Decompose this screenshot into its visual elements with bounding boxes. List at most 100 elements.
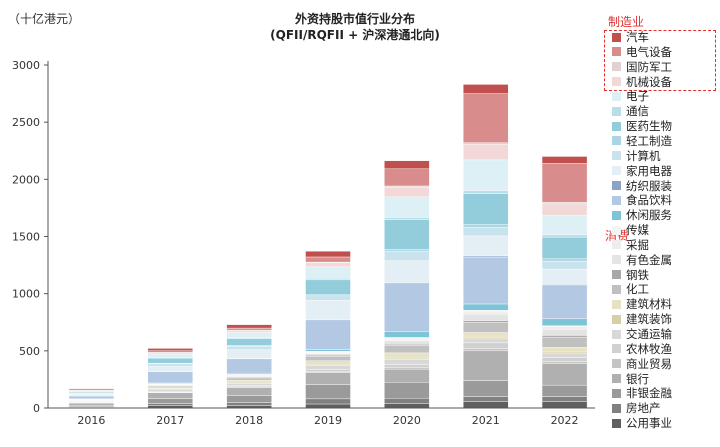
bar-segment-食品饮料	[147, 371, 193, 384]
bar-segment-轻工制造	[384, 249, 430, 252]
bar-segment-通信	[305, 277, 351, 281]
legend-label: 钢铁	[626, 267, 649, 282]
bar-segment-公用事业	[305, 403, 351, 409]
legend-swatch	[612, 62, 621, 72]
legend-swatch	[612, 47, 621, 57]
legend-item: 公用事业	[612, 416, 672, 430]
bar-segment-非银金融	[226, 395, 272, 403]
bar-segment-房地产	[305, 398, 351, 405]
bar-segment-计算机	[463, 227, 509, 237]
bar-segment-非银金融	[147, 398, 193, 404]
legend-swatch	[612, 166, 621, 176]
legend-label: 银行	[626, 371, 649, 386]
bar-segment-建筑材料	[541, 347, 588, 353]
bar-segment-非银金融	[305, 384, 351, 400]
bar-segment-交通运输	[541, 353, 588, 358]
bar-segment-休闲服务	[541, 318, 588, 326]
legend-swatch	[612, 299, 621, 309]
legend-item: 纺织服装	[612, 179, 672, 193]
bar-segment-电子	[384, 196, 430, 218]
bar-segment-建筑装饰	[384, 357, 430, 360]
legend-swatch	[612, 329, 621, 339]
legend-swatch	[612, 121, 621, 131]
bar-segment-汽车	[384, 160, 430, 170]
x-axis: 2016 2017 2018 2019 2020 2021 2022	[48, 407, 595, 427]
legend-swatch	[612, 255, 621, 265]
legend-label: 商业贸易	[626, 356, 672, 371]
legend-label: 通信	[626, 104, 649, 119]
bar-segment-钢铁	[463, 320, 509, 323]
bar-segment-家用电器	[68, 393, 115, 397]
bar-segment-电气设备	[147, 350, 193, 353]
bar-segment-家用电器	[541, 268, 588, 285]
bar-segment-通信	[384, 217, 430, 220]
legend-label: 家用电器	[626, 163, 672, 178]
x-tick-label: 2020	[393, 414, 421, 427]
legend-label: 化工	[626, 282, 649, 297]
bar-segment-汽车	[226, 324, 272, 329]
legend-label: 汽车	[626, 30, 649, 44]
legend-swatch	[612, 151, 621, 161]
bar-segment-家用电器	[463, 235, 509, 257]
legend-item: 银行	[612, 372, 649, 386]
legend-item: 通信	[612, 104, 649, 118]
bar-segment-通信	[541, 234, 588, 238]
legend-swatch	[612, 77, 621, 87]
bar-segment-银行	[541, 363, 588, 386]
bar-segment-医药生物	[384, 219, 430, 250]
legend-label: 公用事业	[626, 416, 672, 431]
bar-segment-化工	[147, 386, 193, 388]
bar-segment-化工	[226, 377, 272, 381]
bar-segment-银行	[147, 392, 193, 399]
legend-swatch	[612, 270, 621, 280]
bar-segment-有色金属	[305, 353, 351, 356]
bar-segment-有色金属	[384, 340, 430, 345]
bar-segment-食品饮料	[68, 395, 115, 400]
legend-label: 有色金属	[626, 252, 672, 267]
bar-segment-医药生物	[226, 338, 272, 346]
legend-item: 传媒	[612, 223, 649, 237]
bar-segment-化工	[384, 345, 430, 354]
legend-item: 电子	[612, 89, 649, 103]
bar-segment-食品饮料	[226, 358, 272, 374]
x-tick-label: 2016	[77, 414, 105, 427]
legend-item: 钢铁	[612, 268, 649, 282]
bar-segment-家用电器	[226, 349, 272, 359]
legend-item: 交通运输	[612, 327, 672, 341]
legend-label: 电气设备	[626, 44, 672, 59]
bar-segment-化工	[305, 356, 351, 361]
legend-label: 纺织服装	[626, 178, 672, 193]
legend-swatch	[612, 344, 621, 354]
bar-segment-国防军工	[541, 201, 588, 205]
x-tick-label: 2019	[314, 414, 342, 427]
bar-segment-国防军工	[463, 142, 509, 145]
bar-segment-建筑材料	[384, 352, 430, 359]
bar-segment-房地产	[463, 396, 509, 402]
bar-segment-家用电器	[147, 366, 193, 372]
bar-segment-食品饮料	[305, 319, 351, 350]
bar-segment-传媒	[463, 310, 509, 313]
manufacturing-group-box	[604, 30, 716, 91]
legend-item: 食品饮料	[612, 193, 672, 207]
bar-segment-非银金融	[68, 405, 115, 407]
legend-item: 轻工制造	[612, 134, 672, 148]
y-tick-label: 1500	[12, 231, 40, 244]
bar-segment-机械设备	[226, 330, 272, 333]
legend-item: 机械设备	[612, 75, 672, 89]
legend-item: 家用电器	[612, 164, 672, 178]
bar-segment-计算机	[541, 260, 588, 270]
legend-label: 采掘	[626, 237, 649, 252]
bar-segment-计算机	[305, 295, 351, 301]
bar-segment-银行	[226, 387, 272, 396]
bar-segment-公用事业	[384, 403, 430, 409]
legend-swatch	[612, 374, 621, 384]
bar-segment-农林牧渔	[384, 364, 430, 368]
bar-segment-房地产	[541, 396, 588, 402]
legend-label: 休闲服务	[626, 208, 672, 223]
y-axis: 0 500 1000 1500 2000 2500 3000	[12, 59, 49, 415]
bar-segment-医药生物	[147, 357, 193, 364]
bar-segment-电子	[226, 332, 272, 338]
bar-segment-食品饮料	[541, 285, 588, 320]
bar-segment-电子	[463, 159, 509, 191]
